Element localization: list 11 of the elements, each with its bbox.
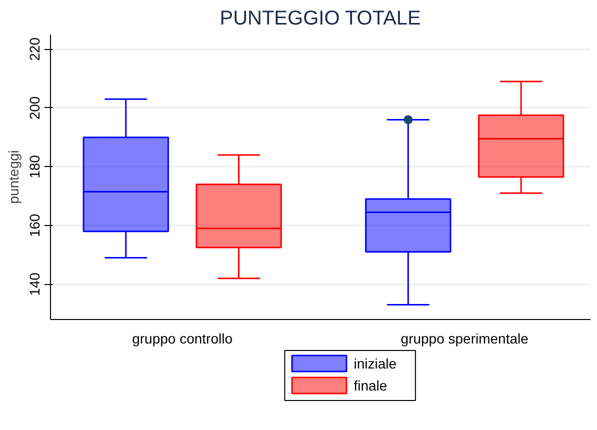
y-tick-label: 180 (26, 154, 42, 178)
y-tick-label: 140 (26, 272, 42, 296)
y-axis-title: punteggi (6, 150, 22, 204)
x-tick-label: gruppo sperimentale (400, 330, 529, 346)
x-tick-label: gruppo controllo (132, 330, 233, 346)
chart-title: PUNTEGGIO TOTALE (220, 8, 421, 30)
y-tick-label: 220 (26, 37, 42, 61)
legend-label: iniziale (354, 356, 397, 372)
y-tick-label: 200 (26, 96, 42, 120)
legend-label: finale (354, 378, 388, 394)
y-tick-label: 160 (26, 214, 42, 238)
